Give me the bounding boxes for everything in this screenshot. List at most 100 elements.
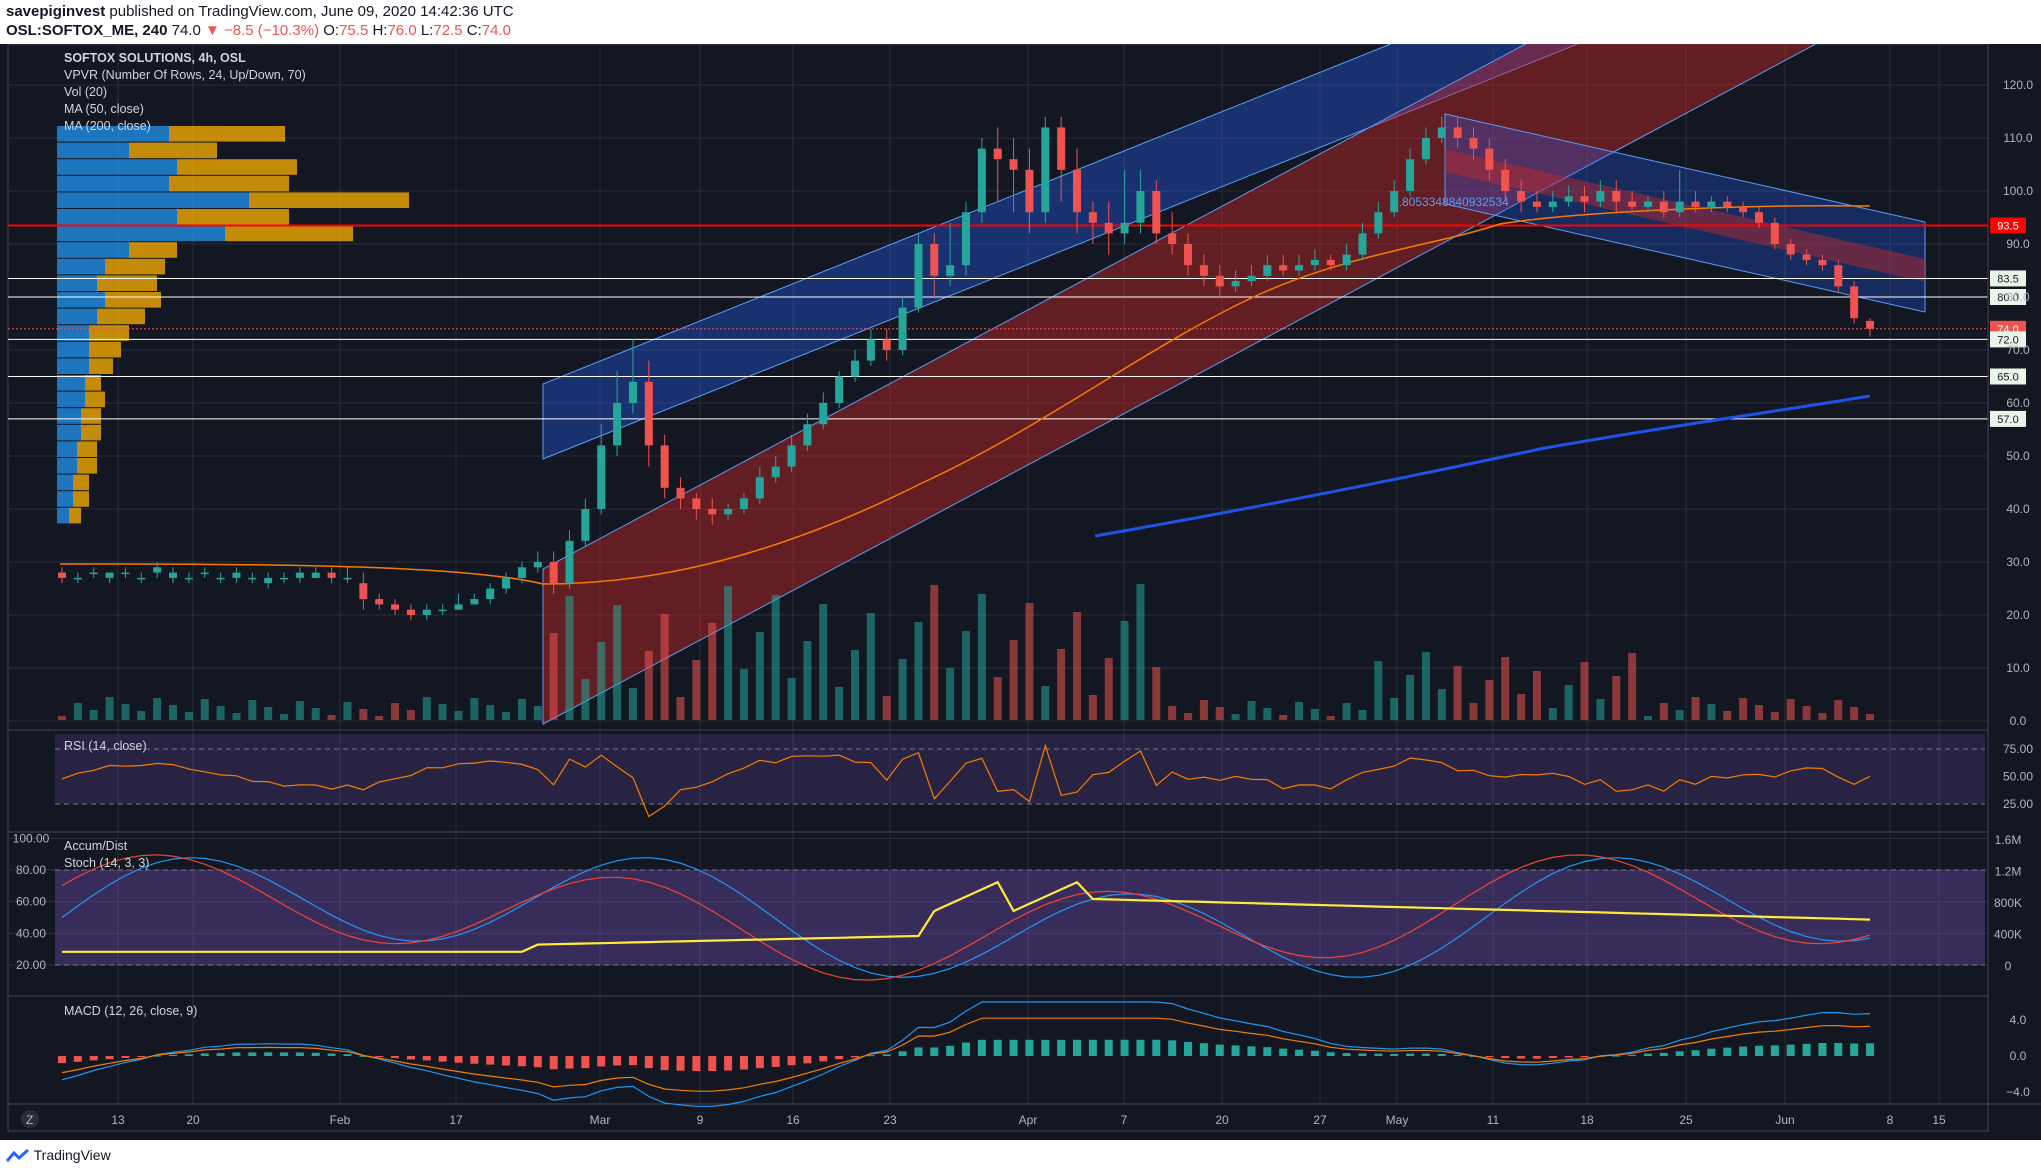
candle-body[interactable] — [1168, 233, 1177, 244]
candle-body[interactable] — [1596, 191, 1605, 202]
candle-body[interactable] — [454, 604, 463, 610]
candle-body[interactable] — [137, 577, 146, 580]
candle-body[interactable] — [1025, 169, 1034, 213]
candle-body[interactable] — [1421, 138, 1430, 160]
candle-body[interactable] — [771, 466, 780, 478]
candle-body[interactable] — [248, 577, 257, 580]
candle-body[interactable] — [676, 487, 685, 499]
candle-body[interactable] — [1199, 265, 1208, 276]
candle-body[interactable] — [1691, 201, 1700, 207]
candle-body[interactable] — [327, 572, 336, 578]
candle-body[interactable] — [549, 562, 558, 584]
candle-body[interactable] — [660, 445, 669, 488]
candle-body[interactable] — [1358, 233, 1367, 255]
candle-body[interactable] — [898, 307, 907, 350]
candle-body[interactable] — [1723, 201, 1732, 207]
candle-body[interactable] — [1834, 265, 1843, 287]
candle-body[interactable] — [1310, 259, 1319, 266]
candle-body[interactable] — [1707, 201, 1716, 207]
candle-body[interactable] — [470, 599, 479, 605]
candle-body[interactable] — [200, 572, 209, 575]
candle-body[interactable] — [1295, 265, 1304, 271]
candle-body[interactable] — [232, 572, 241, 578]
accum-legend[interactable]: Accum/Dist — [64, 839, 128, 853]
candle-body[interactable] — [121, 572, 130, 575]
candle-body[interactable] — [739, 498, 748, 509]
candle-body[interactable] — [1818, 259, 1827, 266]
candle-body[interactable] — [819, 403, 828, 425]
timezone-button[interactable] — [21, 1110, 39, 1128]
descending-red-channel[interactable] — [1445, 149, 1925, 282]
candle-body[interactable] — [755, 477, 764, 499]
candle-body[interactable] — [1612, 191, 1621, 202]
candle-body[interactable] — [597, 445, 606, 509]
candle-body[interactable] — [1675, 201, 1684, 213]
candle-body[interactable] — [486, 588, 495, 600]
horizontal-levels[interactable]: 93.583.580.074.072.065.057.0 — [8, 217, 2026, 427]
candlesticks[interactable] — [58, 116, 1874, 621]
candle-body[interactable] — [1263, 265, 1272, 276]
upper-blue-channel[interactable] — [542, 44, 1640, 460]
candle-body[interactable] — [1659, 201, 1668, 213]
candle-body[interactable] — [1152, 191, 1161, 234]
stoch-legend[interactable]: Stoch (14, 3, 3) — [64, 856, 149, 870]
candle-body[interactable] — [1786, 244, 1795, 255]
candle-body[interactable] — [1564, 196, 1573, 202]
vol-legend[interactable]: Vol (20) — [64, 85, 107, 99]
candle-body[interactable] — [835, 376, 844, 404]
candle-body[interactable] — [977, 148, 986, 213]
red-trend-channel[interactable] — [542, 44, 1900, 725]
candle-body[interactable] — [803, 424, 812, 446]
candle-body[interactable] — [533, 562, 542, 568]
candle-body[interactable] — [565, 540, 574, 584]
candle-body[interactable] — [375, 599, 384, 605]
regression-channels[interactable]: 0.8053348840932534 — [542, 44, 1926, 725]
candle-body[interactable] — [1390, 191, 1399, 213]
candle-body[interactable] — [359, 583, 368, 600]
candle-body[interactable] — [1548, 201, 1557, 207]
descending-blue-channel[interactable] — [1444, 113, 1926, 313]
candle-body[interactable] — [169, 572, 178, 578]
candle-body[interactable] — [850, 360, 859, 377]
candle-body[interactable] — [295, 572, 304, 578]
candle-body[interactable] — [1231, 281, 1240, 287]
candle-body[interactable] — [708, 509, 717, 515]
candle-body[interactable] — [153, 567, 162, 573]
candle-body[interactable] — [1342, 254, 1351, 266]
candle-body[interactable] — [1532, 201, 1541, 207]
candle-body[interactable] — [1453, 127, 1462, 138]
publisher-user[interactable]: savepiginvest — [6, 3, 106, 20]
candle-body[interactable] — [517, 567, 526, 578]
candle-body[interactable] — [993, 148, 1002, 160]
candle-body[interactable] — [1485, 148, 1494, 170]
candle-body[interactable] — [882, 339, 891, 350]
rsi-legend[interactable]: RSI (14, close) — [64, 739, 147, 753]
candle-body[interactable] — [1136, 191, 1145, 223]
candle-body[interactable] — [866, 339, 875, 361]
candle-body[interactable] — [1739, 206, 1748, 213]
candle-body[interactable] — [946, 265, 955, 276]
candle-body[interactable] — [1073, 169, 1082, 213]
candle-body[interactable] — [1643, 201, 1652, 207]
candle-body[interactable] — [1215, 275, 1224, 287]
candle-body[interactable] — [1104, 222, 1113, 234]
candle-body[interactable] — [1437, 127, 1446, 138]
candle-body[interactable] — [1580, 196, 1589, 202]
candle-body[interactable] — [422, 609, 431, 615]
vpvr-legend[interactable]: VPVR (Number Of Rows, 24, Up/Down, 70) — [64, 68, 306, 82]
candle-body[interactable] — [311, 572, 320, 578]
candle-body[interactable] — [1326, 259, 1335, 266]
candle-body[interactable] — [89, 572, 98, 575]
tradingview-logo[interactable]: TradingView — [5, 1147, 111, 1163]
candle-body[interactable] — [914, 244, 923, 308]
candle-body[interactable] — [343, 577, 352, 580]
candle-body[interactable] — [692, 498, 701, 509]
candle-body[interactable] — [1247, 275, 1256, 282]
ma200-legend[interactable]: MA (200, close) — [64, 119, 151, 133]
candle-body[interactable] — [1517, 191, 1526, 202]
candle-body[interactable] — [724, 509, 733, 515]
candle-body[interactable] — [1120, 222, 1129, 234]
candle-body[interactable] — [581, 509, 590, 541]
macd-legend[interactable]: MACD (12, 26, close, 9) — [64, 1004, 197, 1018]
candle-body[interactable] — [644, 381, 653, 446]
